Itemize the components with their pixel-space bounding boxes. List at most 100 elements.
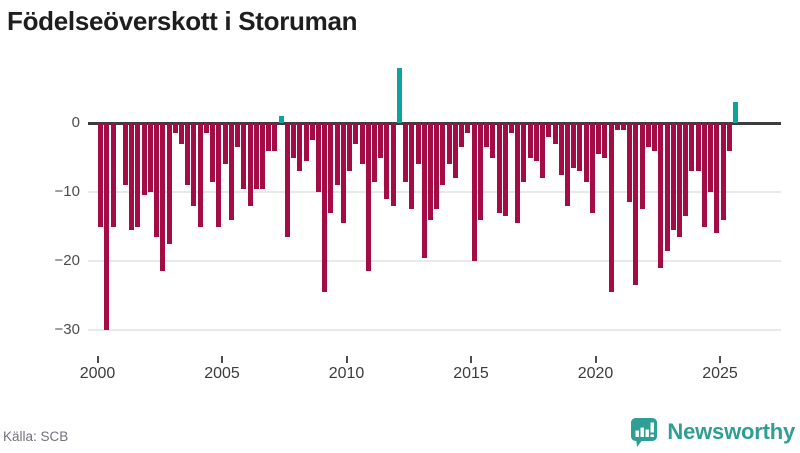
bar-negative xyxy=(446,123,452,165)
bar-negative xyxy=(452,123,458,179)
bar-negative xyxy=(633,123,639,286)
bar-negative xyxy=(297,123,303,172)
bar-negative xyxy=(440,123,446,186)
bar-positive xyxy=(396,67,402,123)
bar-negative xyxy=(403,123,409,182)
bar-negative xyxy=(652,123,658,151)
source-attribution: Källa: SCB xyxy=(3,429,69,444)
bar-negative xyxy=(372,123,377,182)
y-axis-label: 0 xyxy=(71,114,80,131)
newsworthy-speech-bubble-chart-icon xyxy=(630,417,660,448)
bar-positive xyxy=(733,102,739,123)
bar-negative xyxy=(465,123,471,134)
bar-negative xyxy=(484,123,490,148)
y-axis-label: −20 xyxy=(54,252,80,269)
bar-negative xyxy=(266,123,272,151)
bar-negative xyxy=(459,123,465,148)
bar-negative xyxy=(564,123,570,206)
bar-negative xyxy=(683,123,689,217)
bar-negative xyxy=(123,123,128,186)
bar-negative xyxy=(614,123,620,130)
newsworthy-wordmark: Newsworthy xyxy=(667,419,795,444)
x-axis-label: 2005 xyxy=(204,365,240,382)
bar-negative xyxy=(496,123,502,213)
bar-negative xyxy=(340,123,346,224)
bar-negative xyxy=(172,123,178,134)
bar-negative xyxy=(602,123,608,158)
bar-negative xyxy=(154,123,160,237)
bar-negative xyxy=(521,123,527,182)
bar-negative xyxy=(527,123,533,158)
bar-negative xyxy=(179,123,185,144)
bar-negative xyxy=(272,123,278,151)
bar-negative xyxy=(546,123,552,137)
bar-negative xyxy=(216,123,222,227)
bar-negative xyxy=(502,123,508,217)
bar-negative xyxy=(222,123,228,165)
bar-negative xyxy=(552,123,558,144)
bar-negative xyxy=(185,123,191,186)
bar-negative xyxy=(309,123,315,141)
gridline xyxy=(88,329,781,331)
bar-negative xyxy=(315,123,321,192)
bar-negative xyxy=(664,123,670,251)
x-tick-mark xyxy=(345,356,348,363)
y-axis-label: −30 xyxy=(54,321,80,338)
bar-negative xyxy=(508,123,514,134)
bar-negative xyxy=(720,123,726,220)
bar-negative xyxy=(621,123,626,130)
bar-negative xyxy=(577,123,583,172)
bar-negative xyxy=(384,123,390,199)
bar-negative xyxy=(645,123,651,148)
newsworthy-logo[interactable]: Newsworthy xyxy=(630,416,795,448)
bar-negative xyxy=(322,123,328,293)
bar-negative xyxy=(378,123,384,158)
bar-negative xyxy=(639,123,645,210)
bar-negative xyxy=(203,123,209,134)
bar-negative xyxy=(583,123,589,182)
bar-negative xyxy=(540,123,546,179)
bar-negative xyxy=(328,123,334,213)
bar-negative xyxy=(259,123,265,189)
bar-negative xyxy=(247,123,253,206)
chart-title: Födelseöverskott i Storuman xyxy=(7,6,358,36)
bar-negative xyxy=(160,123,166,272)
bar-negative xyxy=(608,123,614,293)
bar-negative xyxy=(714,123,720,234)
bar-negative xyxy=(515,123,521,224)
bar-negative xyxy=(235,123,241,148)
x-tick-mark xyxy=(221,356,223,363)
bar-negative xyxy=(334,123,340,186)
bar-negative xyxy=(147,123,153,192)
bar-negative xyxy=(197,123,203,227)
x-axis-label: 2000 xyxy=(79,365,116,382)
bar-negative xyxy=(596,123,602,155)
bar-negative xyxy=(347,123,353,172)
x-tick-mark xyxy=(96,356,99,363)
bar-negative xyxy=(210,123,216,182)
bar-negative xyxy=(253,123,259,189)
bar-negative xyxy=(129,123,135,230)
bar-negative xyxy=(670,123,676,230)
bar-negative xyxy=(571,123,577,168)
x-axis-label: 2025 xyxy=(702,365,738,382)
bar-negative xyxy=(303,123,309,161)
bar-negative xyxy=(98,123,104,227)
bar-negative xyxy=(627,123,633,203)
bar-negative xyxy=(708,123,714,192)
bar-negative xyxy=(471,123,477,261)
bar-negative xyxy=(558,123,564,175)
x-axis-label: 2010 xyxy=(328,365,365,382)
bar-negative xyxy=(726,123,732,151)
bar-negative xyxy=(695,123,701,172)
bar-negative xyxy=(409,123,415,210)
bar-negative xyxy=(658,123,664,268)
bar-negative xyxy=(701,123,707,227)
bar-negative xyxy=(135,123,141,227)
bar-negative xyxy=(191,123,197,206)
bar-negative xyxy=(490,123,496,158)
bar-negative xyxy=(533,123,539,161)
bar-negative xyxy=(110,123,116,227)
x-tick-mark xyxy=(594,356,597,363)
